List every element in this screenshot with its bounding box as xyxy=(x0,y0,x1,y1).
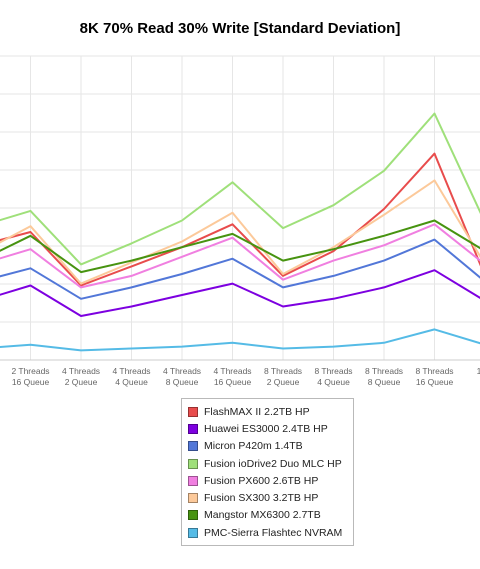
legend-label: Micron P420m 1.4TB xyxy=(204,440,303,453)
series-line-7 xyxy=(0,219,480,274)
legend-swatch xyxy=(188,441,198,452)
series-line-1 xyxy=(0,152,480,287)
x-tick-label: 8 Threads xyxy=(415,366,453,376)
x-tick-label: 4 Threads xyxy=(112,366,150,376)
series-line-4 xyxy=(0,112,480,266)
legend-swatch xyxy=(188,458,198,469)
grid xyxy=(0,55,480,361)
legend-swatch xyxy=(188,527,198,538)
x-tick-label: 16 Queue xyxy=(214,377,252,387)
legend-item[interactable]: Fusion PX600 2.6TB HP xyxy=(188,472,347,489)
legend-swatch xyxy=(188,493,198,504)
x-tick-label: 4 Threads xyxy=(62,366,100,376)
series-line-8 xyxy=(0,328,480,352)
legend-label: FlashMAX II 2.2TB HP xyxy=(204,405,310,418)
x-tick-label: 16 Queue xyxy=(416,377,454,387)
series-line-5 xyxy=(0,223,480,289)
legend-swatch xyxy=(188,510,198,521)
legend-swatch xyxy=(188,423,198,434)
x-tick-label: 2 Threads xyxy=(11,366,49,376)
x-tick-label: 8 Queue xyxy=(166,377,199,387)
series-line-6 xyxy=(0,179,480,285)
legend-label: Fusion PX600 2.6TB HP xyxy=(204,474,319,487)
x-tick-label: 8 Threads xyxy=(314,366,352,376)
x-tick-label: 8 Threads xyxy=(264,366,302,376)
legend-swatch xyxy=(188,406,198,417)
x-tick-label: 2 Queue xyxy=(267,377,300,387)
x-tick-label: 2 Queue xyxy=(65,377,98,387)
x-tick-label: 4 Queue xyxy=(115,377,148,387)
legend-label: Fusion SX300 3.2TB HP xyxy=(204,492,319,505)
series-line-3 xyxy=(0,238,480,300)
legend-label: Huawei ES3000 2.4TB HP xyxy=(204,422,328,435)
x-tick-label: 4 Threads xyxy=(163,366,201,376)
legend-label: Fusion ioDrive2 Duo MLC HP xyxy=(204,457,342,470)
legend-item[interactable]: Micron P420m 1.4TB xyxy=(188,438,347,455)
legend-item[interactable]: Fusion ioDrive2 Duo MLC HP xyxy=(188,455,347,472)
x-tick-label: 4 Threads xyxy=(213,366,251,376)
chart-title: 8K 70% Read 30% Write [Standard Deviatio… xyxy=(79,20,401,37)
legend-item[interactable]: Fusion SX300 3.2TB HP xyxy=(188,489,347,506)
legend-item[interactable]: Huawei ES3000 2.4TB HP xyxy=(188,420,347,437)
series-lines xyxy=(0,112,480,352)
legend-item[interactable]: PMC-Sierra Flashtec NVRAM xyxy=(188,524,347,541)
legend-item[interactable]: FlashMAX II 2.2TB HP xyxy=(188,403,347,420)
x-tick-label: 16 Queue xyxy=(12,377,50,387)
x-tick-label: 8 Queue xyxy=(368,377,401,387)
legend-label: Mangstor MX6300 2.7TB xyxy=(204,509,321,522)
x-tick-label: 4 Queue xyxy=(317,377,350,387)
legend-label: PMC-Sierra Flashtec NVRAM xyxy=(204,526,343,539)
legend: FlashMAX II 2.2TB HP Huawei ES3000 2.4TB … xyxy=(181,398,354,546)
x-tick-label: 16 T xyxy=(477,366,480,376)
legend-item[interactable]: Mangstor MX6300 2.7TB xyxy=(188,507,347,524)
series-line-2 xyxy=(0,269,480,317)
legend-swatch xyxy=(188,475,198,486)
x-tick-label: 8 Threads xyxy=(365,366,403,376)
